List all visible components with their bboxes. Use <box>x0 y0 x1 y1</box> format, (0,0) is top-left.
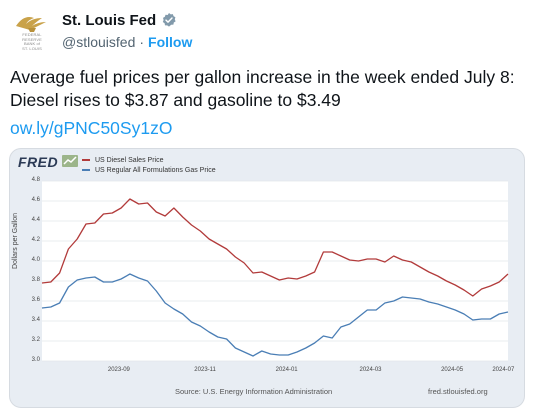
y-tick-label: 4.8 <box>31 177 40 183</box>
avatar-caption: FEDERAL RESERVE BANK of ST. LOUIS <box>22 32 42 51</box>
chart-legend: US Diesel Sales Price US Regular All For… <box>82 155 216 175</box>
fuel-price-line-chart <box>41 180 509 362</box>
x-tick-label: 2024-05 <box>441 367 464 373</box>
account-handle[interactable]: @stlouisfed <box>62 34 136 50</box>
plot-area <box>42 181 508 361</box>
account-name-row: St. Louis Fed <box>62 10 177 30</box>
x-tick-label: 2023-11 <box>194 367 216 373</box>
fred-logo: FRED <box>18 154 59 170</box>
verified-badge-icon <box>162 13 176 27</box>
separator-dot: · <box>139 34 145 50</box>
legend-swatch-diesel <box>82 159 90 161</box>
y-tick-label: 4.4 <box>31 217 40 223</box>
x-tick-label: 2024-07 <box>492 367 515 373</box>
legend-item-diesel: US Diesel Sales Price <box>82 155 216 165</box>
chart-source: Source: U.S. Energy Information Administ… <box>175 387 333 396</box>
y-tick-label: 3.4 <box>31 317 40 323</box>
y-tick-label: 3.8 <box>31 277 40 283</box>
follow-button[interactable]: Follow <box>148 34 193 50</box>
legend-item-gas: US Regular All Formulations Gas Price <box>82 165 216 175</box>
fred-graph-icon <box>62 155 78 167</box>
y-tick-label: 3.6 <box>31 297 40 303</box>
x-tick-label: 2023-09 <box>107 367 130 373</box>
chart-url[interactable]: fred.stlouisfed.org <box>428 387 488 396</box>
chart-card[interactable]: FRED US Diesel Sales Price US Regular Al… <box>9 148 525 408</box>
y-tick-label: 3.0 <box>31 357 40 363</box>
account-name[interactable]: St. Louis Fed <box>62 11 157 29</box>
series-line-gas <box>41 273 509 357</box>
y-tick-label: 4.2 <box>31 237 40 243</box>
x-tick-label: 2024-03 <box>359 367 382 373</box>
y-tick-label: 3.2 <box>31 337 40 343</box>
tweet-link[interactable]: ow.ly/gPNC50Sy1zO <box>10 118 173 138</box>
x-tick-label: 2024-01 <box>275 367 298 373</box>
account-handle-row: @stlouisfed · Follow <box>62 32 192 52</box>
series-line-diesel <box>41 198 509 297</box>
tweet-header: FEDERAL RESERVE BANK of ST. LOUIS St. Lo… <box>12 8 522 58</box>
eagle-logo-icon <box>16 17 46 32</box>
legend-swatch-gas <box>82 169 90 171</box>
legend-label-gas: US Regular All Formulations Gas Price <box>95 166 216 174</box>
account-avatar[interactable]: FEDERAL RESERVE BANK of ST. LOUIS <box>12 10 52 54</box>
y-tick-label: 4.6 <box>31 197 40 203</box>
y-tick-label: 4.0 <box>31 257 40 263</box>
legend-label-diesel: US Diesel Sales Price <box>95 156 164 164</box>
tweet-text: Average fuel prices per gallon increase … <box>10 67 515 110</box>
